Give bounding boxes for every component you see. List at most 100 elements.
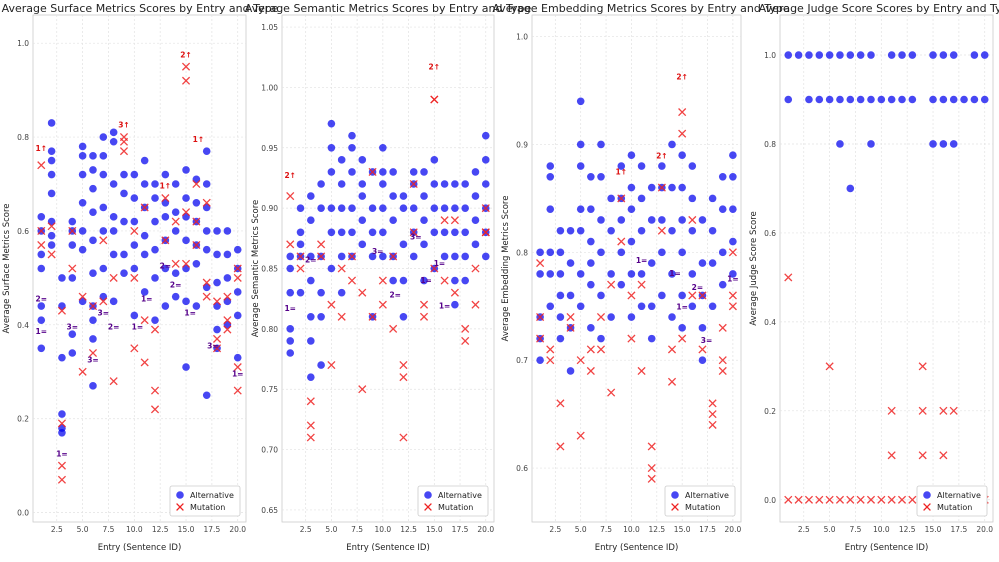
alternative-point (317, 361, 325, 369)
point-annotation: 1= (669, 269, 681, 278)
alternative-point (99, 264, 108, 273)
mutation-point (399, 373, 408, 382)
alternative-point (536, 248, 544, 257)
mutation-point (389, 324, 398, 333)
alternative-point (949, 140, 958, 148)
alternative-point (202, 147, 211, 155)
alternative-point (120, 250, 128, 259)
alternative-point (825, 95, 834, 104)
chart-panel-1: 2.5 5.0 7.5 10.0 12.5 15.0 17.5 20.0 0.0 0.2 0.4 0.… (2, 2, 279, 553)
y-tick-label: 1.00 (261, 83, 278, 92)
x-tick-label: 7.5 (600, 525, 612, 534)
alternative-point (307, 216, 315, 225)
alternative-point (587, 173, 595, 181)
mutation-point (140, 203, 149, 212)
alternative-point (307, 312, 315, 321)
alternative-point (698, 324, 707, 332)
alternative-point (89, 316, 97, 324)
alternative-point (78, 170, 87, 179)
x-tick-label: 2.5 (549, 525, 561, 534)
alternative-point (784, 51, 793, 59)
alternative-point (58, 274, 66, 282)
plot-frame (779, 14, 994, 523)
alternative-point (151, 316, 159, 324)
mutation-point (130, 344, 139, 353)
mutation-point (918, 451, 927, 460)
mutation-point (57, 419, 67, 428)
alternative-point (430, 156, 439, 164)
point-annotation: 3= (87, 355, 99, 364)
alternative-point (307, 373, 315, 381)
point-annotation: 2= (305, 255, 317, 264)
alternative-point (109, 250, 118, 259)
alternative-point (358, 240, 367, 249)
x-tick-label: 15.0 (925, 525, 942, 534)
alternative-point (440, 204, 449, 212)
alternative-point (130, 241, 139, 249)
alternative-point (89, 335, 97, 343)
alternative-point (37, 344, 46, 353)
alternative-point (471, 216, 480, 225)
alternative-point (286, 325, 295, 333)
alternative-point (213, 278, 221, 287)
alternative-point (327, 168, 336, 176)
alternative-point (368, 228, 377, 237)
alternative-point (836, 51, 844, 59)
alternative-point (597, 140, 605, 149)
alternative-point (202, 180, 211, 188)
y-axis-label: Average Semantic Metrics Score (251, 200, 261, 338)
alternative-point (546, 162, 555, 170)
alternative-point (658, 162, 666, 170)
mutation-point (856, 495, 865, 504)
alternative-point (688, 162, 697, 170)
mutation-point (37, 161, 46, 170)
alternative-point (348, 204, 356, 212)
y-tick-label: 0.0 (764, 496, 776, 505)
alternative-point (233, 245, 242, 254)
mutation-point (368, 167, 377, 176)
y-tick-label: 0.0 (17, 509, 29, 518)
alternative-point (296, 228, 305, 237)
mutation-point (47, 222, 56, 231)
x-tick-label: 17.5 (452, 525, 469, 534)
point-annotation: 1= (636, 256, 648, 265)
mutation-point (57, 475, 67, 484)
alternative-point (597, 291, 605, 300)
alternative-point (597, 334, 605, 343)
alternative-point (182, 297, 190, 306)
alternative-point (37, 250, 46, 259)
mutation-point (233, 264, 242, 273)
y-tick-label: 0.90 (261, 204, 278, 213)
mutation-point (88, 348, 98, 358)
alternative-point (78, 227, 87, 235)
mutation-point (37, 240, 46, 250)
mutation-point (647, 474, 656, 483)
alternative-point (89, 236, 97, 245)
alternative-point (99, 133, 108, 141)
alternative-point (358, 156, 367, 164)
alternative-point (617, 216, 626, 224)
point-annotation: 2= (170, 280, 182, 289)
mutation-point (286, 240, 295, 249)
alternative-point (867, 51, 875, 59)
alternative-point (68, 241, 77, 249)
point-annotation: 2= (108, 323, 120, 332)
y-tick-label: 0.9 (516, 140, 528, 149)
alternative-point (980, 51, 989, 59)
alternative-point (151, 274, 159, 282)
alternative-point (379, 228, 387, 237)
point-annotation: 3= (207, 341, 219, 350)
alternative-point (451, 300, 459, 309)
point-annotation: 3= (410, 233, 422, 242)
alternative-point (658, 291, 666, 300)
mutation-point (409, 179, 418, 189)
alternative-point (887, 95, 896, 104)
mutation-point (99, 236, 108, 245)
x-tick-label: 7.5 (850, 525, 862, 534)
alternative-point (607, 313, 615, 321)
legend-alternative-marker (176, 491, 184, 499)
alternative-point (171, 269, 180, 277)
alternative-point (171, 208, 180, 216)
chart-panel-4: 2.5 5.0 7.5 10.0 12.5 15.0 17.5 20.0 0.0 0.2 0.4 0.… (749, 2, 999, 553)
alternative-point (317, 288, 325, 297)
